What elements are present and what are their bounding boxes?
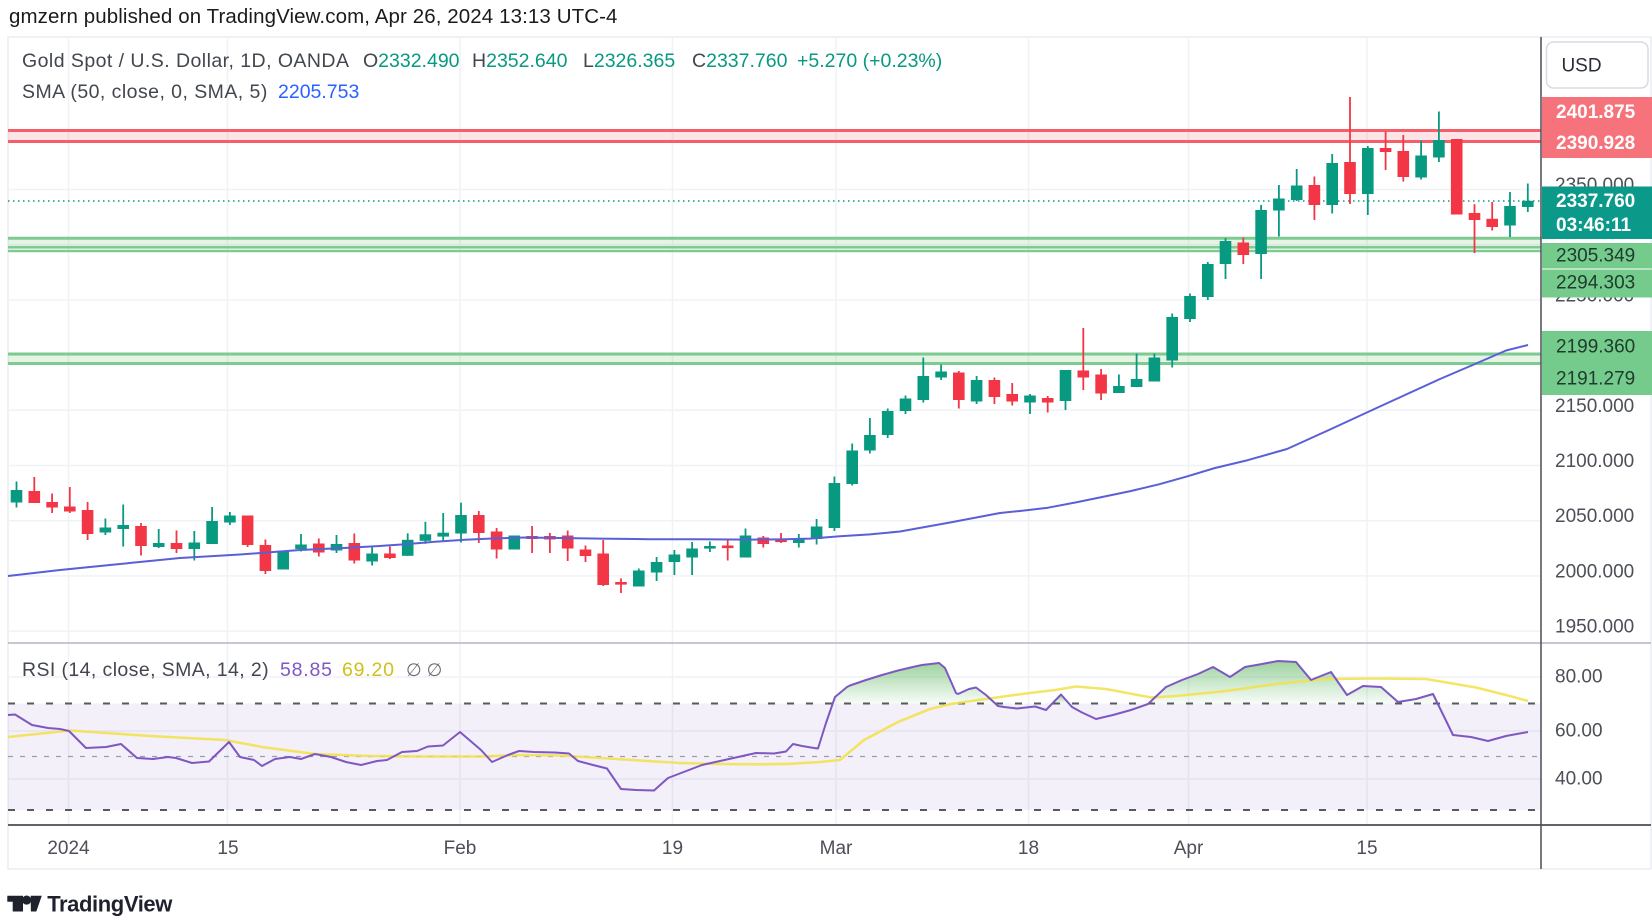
svg-text:+5.270 (+0.23%): +5.270 (+0.23%) [797,50,942,72]
svg-text:2205.753: 2205.753 [278,81,359,103]
svg-text:1950.000: 1950.000 [1555,617,1634,638]
svg-text:15: 15 [217,838,238,859]
svg-text:2191.279: 2191.279 [1556,369,1635,390]
svg-text:58.85: 58.85 [280,659,333,681]
svg-text:Feb: Feb [444,838,477,859]
svg-text:2150.000: 2150.000 [1555,396,1634,417]
svg-text:69.20: 69.20 [342,659,395,681]
svg-text:RSI (14, close, SMA, 14, 2): RSI (14, close, SMA, 14, 2) [22,659,269,681]
svg-text:O2332.490: O2332.490 [363,50,460,72]
svg-text:2199.360: 2199.360 [1556,337,1635,358]
svg-text:USD: USD [1561,56,1601,77]
svg-text:60.00: 60.00 [1555,721,1603,742]
svg-text:C2337.760: C2337.760 [692,50,788,72]
svg-text:∅ ∅: ∅ ∅ [406,660,442,680]
svg-text:2050.000: 2050.000 [1555,506,1634,527]
svg-text:15: 15 [1356,838,1377,859]
svg-text:19: 19 [662,838,683,859]
svg-text:18: 18 [1018,838,1039,859]
svg-text:Gold Spot / U.S. Dollar, 1D, O: Gold Spot / U.S. Dollar, 1D, OANDA [22,50,349,72]
svg-text:03:46:11: 03:46:11 [1556,215,1631,236]
svg-text:40.00: 40.00 [1555,769,1603,790]
svg-text:80.00: 80.00 [1555,667,1603,688]
svg-text:Mar: Mar [820,838,853,859]
svg-text:2100.000: 2100.000 [1555,451,1634,472]
svg-text:2024: 2024 [47,838,90,859]
svg-text:2305.349: 2305.349 [1556,246,1635,267]
svg-text:gmzern published on TradingVie: gmzern published on TradingView.com, Apr… [9,5,618,28]
svg-text:2337.760: 2337.760 [1556,191,1635,212]
svg-text:H2352.640: H2352.640 [472,50,568,72]
svg-text:TradingView: TradingView [47,892,173,917]
svg-text:2401.875: 2401.875 [1556,102,1636,123]
svg-text:SMA (50, close, 0, SMA, 5): SMA (50, close, 0, SMA, 5) [22,81,268,103]
svg-text:Apr: Apr [1174,838,1204,859]
svg-text:L2326.365: L2326.365 [583,50,675,72]
svg-text:2390.928: 2390.928 [1556,133,1635,154]
svg-text:2000.000: 2000.000 [1555,561,1634,582]
svg-text:2294.303: 2294.303 [1556,273,1635,294]
